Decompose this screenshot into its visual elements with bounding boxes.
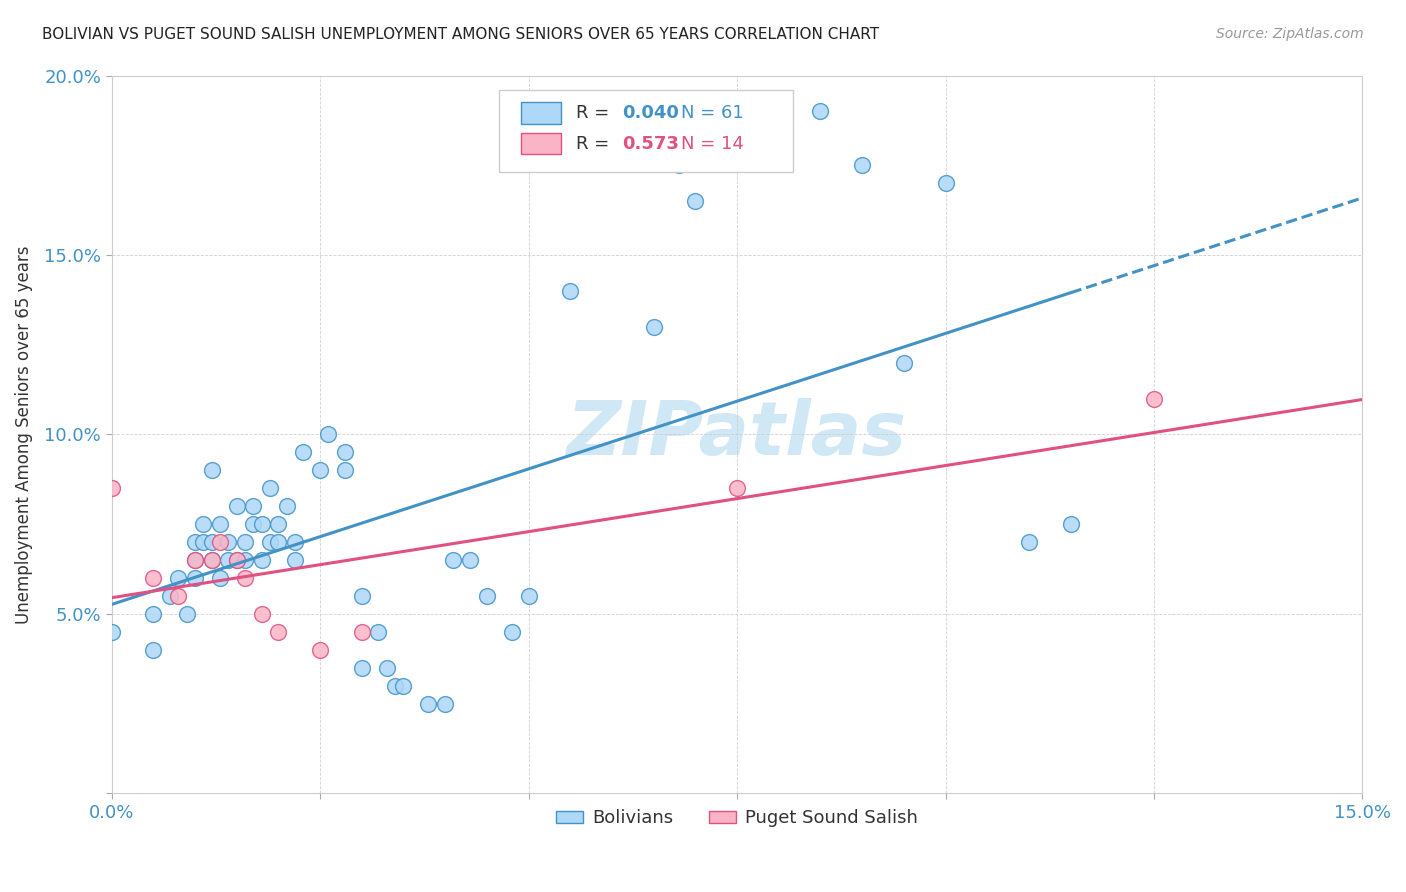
Point [318, 427, 340, 442]
Point [810, 104, 832, 119]
Point [100, 481, 122, 495]
Point [685, 194, 707, 208]
Text: 0.040: 0.040 [621, 103, 679, 122]
Point [267, 535, 290, 549]
Point [233, 535, 256, 549]
Point [193, 535, 215, 549]
Y-axis label: Unemployment Among Seniors over 65 years: Unemployment Among Seniors over 65 years [15, 245, 32, 624]
Point [225, 500, 247, 514]
Point [201, 553, 224, 567]
Point [167, 589, 190, 603]
Point [142, 607, 165, 621]
Point [225, 553, 247, 567]
Point [201, 463, 224, 477]
Point [434, 697, 457, 711]
Point [934, 176, 956, 190]
Point [458, 553, 481, 567]
Point [725, 481, 748, 495]
Point [250, 553, 273, 567]
Text: R =: R = [575, 103, 614, 122]
Point [501, 624, 523, 639]
Point [242, 500, 264, 514]
Point [142, 571, 165, 585]
Text: R =: R = [575, 135, 614, 153]
Point [159, 589, 181, 603]
Point [1018, 535, 1040, 549]
Point [201, 553, 224, 567]
Point [292, 445, 315, 459]
Point [100, 624, 122, 639]
Text: 0.573: 0.573 [621, 135, 679, 153]
Point [208, 517, 231, 532]
Point [184, 553, 207, 567]
Legend: Bolivians, Puget Sound Salish: Bolivians, Puget Sound Salish [548, 802, 925, 835]
Point [259, 481, 281, 495]
Point [384, 679, 406, 693]
Point [267, 624, 290, 639]
Point [1143, 392, 1166, 406]
Point [167, 571, 190, 585]
Point [184, 553, 207, 567]
Point [475, 589, 498, 603]
Point [233, 553, 256, 567]
Point [217, 535, 239, 549]
Point [309, 463, 332, 477]
Point [208, 571, 231, 585]
Text: ZIPatlas: ZIPatlas [567, 398, 907, 471]
Point [142, 642, 165, 657]
Point [217, 553, 239, 567]
Point [225, 553, 247, 567]
Point [233, 571, 256, 585]
Point [851, 158, 873, 172]
Text: Source: ZipAtlas.com: Source: ZipAtlas.com [1216, 27, 1364, 41]
Point [309, 642, 332, 657]
Point [184, 571, 207, 585]
Point [176, 607, 198, 621]
Point [284, 535, 307, 549]
Point [201, 535, 224, 549]
Point [333, 463, 356, 477]
Bar [520, 133, 561, 154]
Point [193, 517, 215, 532]
Point [668, 158, 690, 172]
Point [443, 553, 465, 567]
Point [333, 445, 356, 459]
Point [392, 679, 415, 693]
Point [284, 553, 307, 567]
Point [250, 517, 273, 532]
Point [208, 535, 231, 549]
FancyBboxPatch shape [499, 90, 793, 172]
Point [276, 500, 298, 514]
Bar [520, 102, 561, 124]
Text: BOLIVIAN VS PUGET SOUND SALISH UNEMPLOYMENT AMONG SENIORS OVER 65 YEARS CORRELAT: BOLIVIAN VS PUGET SOUND SALISH UNEMPLOYM… [42, 27, 879, 42]
Point [242, 517, 264, 532]
Point [350, 661, 373, 675]
Point [184, 535, 207, 549]
Point [418, 697, 440, 711]
Point [893, 356, 915, 370]
Point [643, 319, 665, 334]
Text: N = 14: N = 14 [681, 135, 744, 153]
Point [259, 535, 281, 549]
Point [267, 517, 290, 532]
Point [367, 624, 389, 639]
Point [350, 589, 373, 603]
Point [1059, 517, 1081, 532]
Point [517, 589, 540, 603]
Point [560, 284, 582, 298]
Point [375, 661, 398, 675]
Point [250, 607, 273, 621]
Point [350, 624, 373, 639]
Text: N = 61: N = 61 [681, 103, 744, 122]
